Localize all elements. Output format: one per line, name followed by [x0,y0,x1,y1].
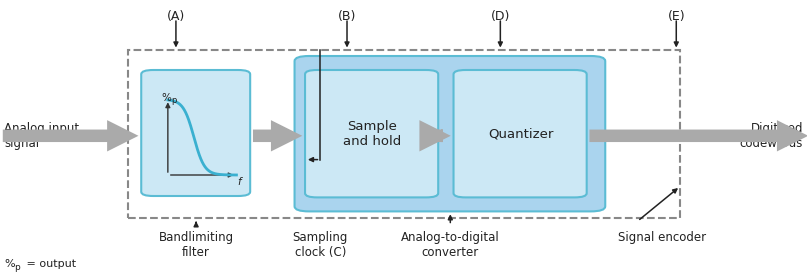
Text: (A): (A) [167,10,185,23]
Text: (B): (B) [338,10,356,23]
Text: Sample
and hold: Sample and hold [343,120,401,148]
Text: Bandlimiting
filter: Bandlimiting filter [158,231,234,259]
Text: = output: = output [23,259,76,269]
Text: Quantizer: Quantizer [487,128,554,141]
Text: Analog-to-digital
converter: Analog-to-digital converter [401,231,500,259]
Text: p: p [171,96,177,105]
Text: %: % [4,259,15,269]
Text: (D): (D) [491,10,510,23]
FancyBboxPatch shape [305,70,438,197]
Text: (E): (E) [667,10,685,23]
Text: p: p [15,263,20,272]
Text: Digitized
codewords: Digitized codewords [739,122,803,150]
FancyBboxPatch shape [454,70,587,197]
Text: Signal encoder: Signal encoder [617,231,706,244]
FancyBboxPatch shape [295,56,605,211]
Text: Analog input
signal: Analog input signal [4,122,79,150]
Text: Sampling
clock (C): Sampling clock (C) [293,231,348,259]
Text: %: % [161,93,171,103]
Text: f: f [237,177,240,187]
FancyBboxPatch shape [141,70,250,196]
